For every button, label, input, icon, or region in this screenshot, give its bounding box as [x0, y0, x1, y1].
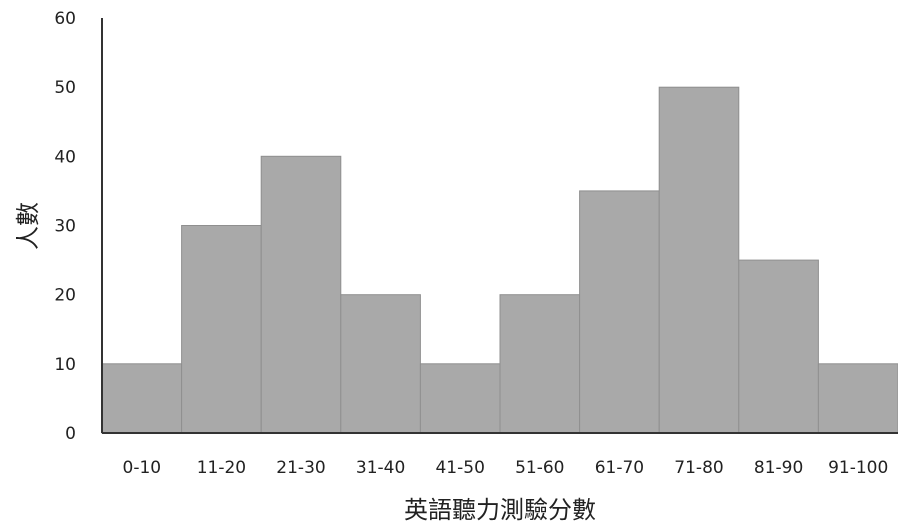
x-tick-label: 51-60	[515, 458, 564, 478]
x-tick-label: 41-50	[435, 458, 484, 478]
bar-group	[101, 86, 898, 434]
x-tick-label: 61-70	[595, 458, 644, 478]
bar-61-70	[579, 190, 660, 434]
bar-0-10	[101, 363, 183, 434]
x-tick-label: 21-30	[276, 458, 325, 478]
bar-21-30	[260, 155, 342, 434]
y-tick-label: 0	[65, 424, 76, 444]
x-axis-title: 英語聽力測驗分數	[404, 496, 596, 524]
x-tick-label: 11-20	[197, 458, 246, 478]
x-tick-label: 31-40	[356, 458, 405, 478]
bar-91-100	[817, 363, 898, 434]
y-tick-label: 40	[54, 147, 76, 167]
y-axis-title: 人數	[14, 202, 42, 250]
bar-11-20	[181, 225, 262, 434]
bar-31-40	[340, 294, 421, 434]
x-tick-label: 91-100	[828, 458, 888, 478]
x-tick-labels: 0-10 11-20 21-30 31-40 41-50 51-60 61-70 71-80 8…	[123, 458, 889, 478]
y-tick-labels: 0 10 20 30 40 50 60	[54, 9, 76, 444]
x-tick-label: 0-10	[123, 458, 162, 478]
bar-81-90	[738, 259, 819, 434]
y-tick-label: 30	[54, 217, 76, 237]
bar-71-80	[658, 86, 740, 434]
x-tick-label: 81-90	[754, 458, 803, 478]
y-tick-label: 60	[54, 9, 76, 29]
y-tick-label: 10	[54, 355, 76, 375]
bar-41-50	[419, 363, 501, 434]
x-tick-label: 71-80	[674, 458, 723, 478]
bar-51-60	[499, 294, 581, 434]
y-tick-label: 20	[54, 286, 76, 306]
y-tick-label: 50	[54, 78, 76, 98]
